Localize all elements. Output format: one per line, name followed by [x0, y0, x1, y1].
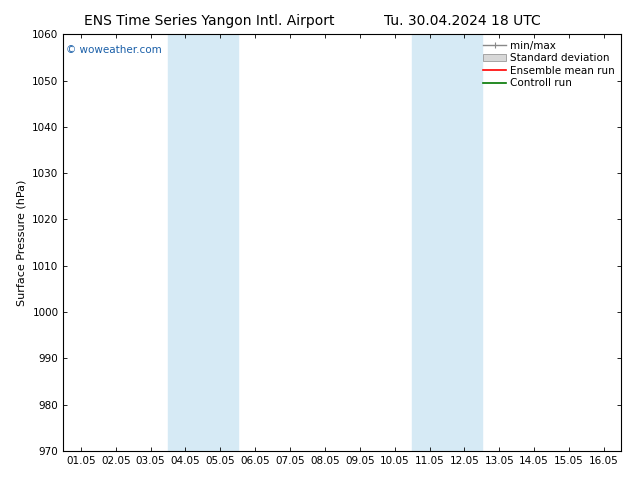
Y-axis label: Surface Pressure (hPa): Surface Pressure (hPa): [16, 179, 27, 306]
Bar: [168, 34, 238, 451]
Bar: [412, 34, 482, 451]
Legend: min/max, Standard deviation, Ensemble mean run, Controll run: min/max, Standard deviation, Ensemble me…: [480, 37, 618, 92]
Text: Tu. 30.04.2024 18 UTC: Tu. 30.04.2024 18 UTC: [384, 14, 541, 28]
Text: ENS Time Series Yangon Intl. Airport: ENS Time Series Yangon Intl. Airport: [84, 14, 335, 28]
Text: © woweather.com: © woweather.com: [66, 45, 162, 55]
